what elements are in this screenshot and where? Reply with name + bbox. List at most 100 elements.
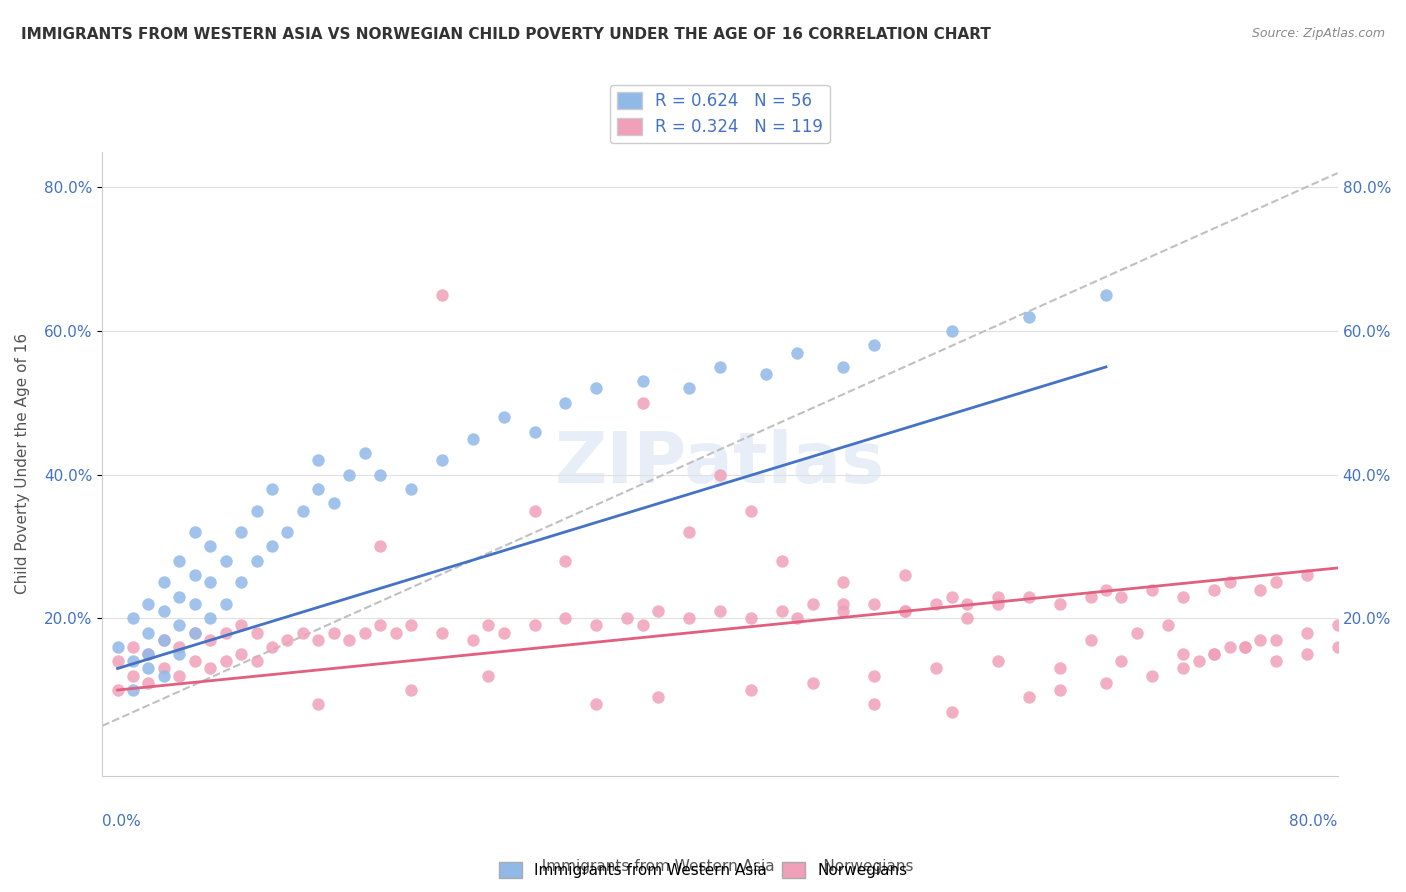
Point [122,683,145,698]
Point [1080,632,1102,647]
Point [169,647,191,661]
Point [260,540,283,554]
Point [740,611,762,625]
Point [1233,640,1256,654]
Point [153,632,176,647]
Point [169,618,191,632]
Point [1173,647,1195,661]
Point [1264,632,1286,647]
Point [107,640,129,654]
Point [169,668,191,682]
Point [169,590,191,604]
Point [1095,676,1118,690]
Point [1295,625,1317,640]
Point [122,640,145,654]
Point [200,661,222,675]
Point [430,625,453,640]
Point [200,632,222,647]
Point [941,324,963,338]
Point [554,554,576,568]
Point [461,432,484,446]
Point [941,705,963,719]
Point [337,632,360,647]
Point [184,625,207,640]
Point [399,482,422,496]
Point [1249,582,1271,597]
Y-axis label: Child Poverty Under the Age of 16: Child Poverty Under the Age of 16 [15,334,30,594]
Text: Immigrants from Western Asia          Norwegians: Immigrants from Western Asia Norwegians [492,859,914,874]
Point [184,524,207,539]
Point [322,496,344,510]
Point [245,503,267,517]
Point [554,396,576,410]
Point [1188,654,1211,668]
Point [523,425,546,439]
Point [200,540,222,554]
Point [368,540,391,554]
Point [631,374,654,388]
Point [229,524,252,539]
Point [276,524,298,539]
Point [184,625,207,640]
Point [1249,632,1271,647]
Point [1264,575,1286,590]
Point [941,590,963,604]
Legend: Immigrants from Western Asia, Norwegians: Immigrants from Western Asia, Norwegians [492,856,914,884]
Point [291,503,314,517]
Point [368,618,391,632]
Point [245,554,267,568]
Point [987,597,1010,611]
Point [353,625,375,640]
Point [368,467,391,482]
Point [523,618,546,632]
Point [1218,575,1240,590]
Point [740,503,762,517]
Point [616,611,638,625]
Point [276,632,298,647]
Point [138,647,160,661]
Point [1095,288,1118,302]
Point [585,698,607,712]
Point [832,359,855,374]
Point [229,575,252,590]
Point [894,568,917,582]
Text: 80.0%: 80.0% [1289,814,1337,829]
Text: IMMIGRANTS FROM WESTERN ASIA VS NORWEGIAN CHILD POVERTY UNDER THE AGE OF 16 CORR: IMMIGRANTS FROM WESTERN ASIA VS NORWEGIA… [21,27,991,42]
Point [138,676,160,690]
Point [229,618,252,632]
Point [631,618,654,632]
Point [215,554,238,568]
Point [399,683,422,698]
Point [1204,582,1226,597]
Point [1173,590,1195,604]
Point [122,654,145,668]
Point [987,590,1010,604]
Point [1264,654,1286,668]
Text: ZIPatlas: ZIPatlas [555,429,884,499]
Point [585,382,607,396]
Point [863,668,886,682]
Point [678,611,700,625]
Point [153,604,176,618]
Point [1173,661,1195,675]
Point [169,640,191,654]
Point [1295,568,1317,582]
Point [956,597,979,611]
Point [153,668,176,682]
Point [832,597,855,611]
Point [786,345,808,359]
Point [801,597,824,611]
Point [337,467,360,482]
Point [477,668,499,682]
Point [430,288,453,302]
Point [138,625,160,640]
Point [585,618,607,632]
Point [925,661,948,675]
Point [307,453,329,467]
Point [322,625,344,640]
Point [477,618,499,632]
Point [1018,590,1040,604]
Point [353,446,375,460]
Point [1142,582,1164,597]
Point [169,554,191,568]
